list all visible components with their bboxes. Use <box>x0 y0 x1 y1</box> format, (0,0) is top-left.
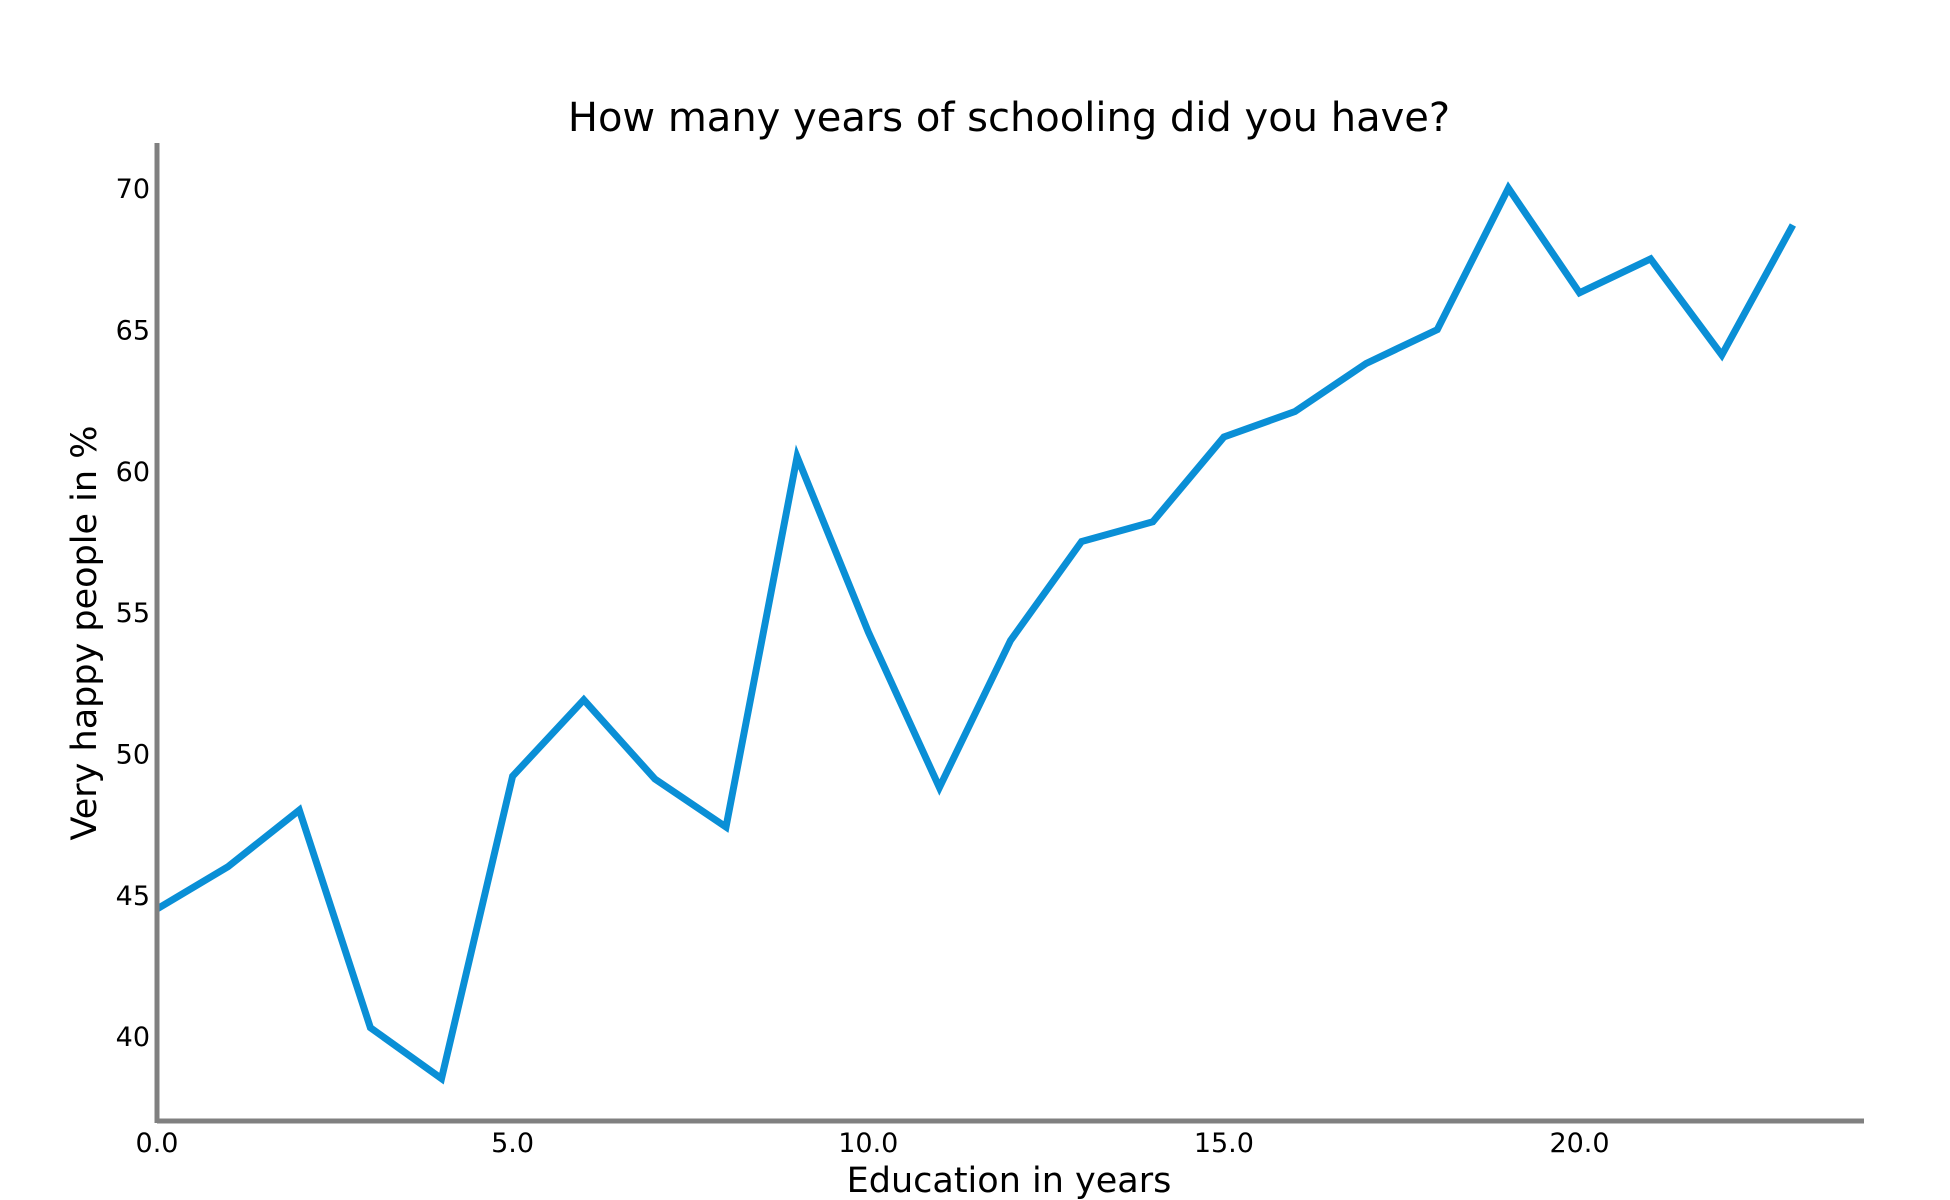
x-tick-label: 5.0 <box>491 1128 534 1159</box>
y-tick-label: 45 <box>116 881 150 912</box>
y-tick-labels: 40 45 50 55 60 65 70 <box>116 174 150 1053</box>
y-tick-label: 40 <box>116 1022 150 1053</box>
chart-title: How many years of schooling did you have… <box>568 95 1450 141</box>
x-tick-label: 10.0 <box>838 1128 898 1159</box>
y-tick-label: 60 <box>116 457 150 488</box>
series-layer <box>155 181 1796 1085</box>
y-tick-label: 50 <box>116 740 150 771</box>
y-tick-label: 65 <box>116 316 150 347</box>
x-tick-label: 20.0 <box>1549 1128 1609 1159</box>
y-tick-label: 55 <box>116 598 150 629</box>
x-tick-label: 0.0 <box>136 1128 179 1159</box>
y-tick-label: 70 <box>116 174 150 205</box>
x-tick-labels: 0.0 5.0 10.0 15.0 20.0 <box>136 1128 1610 1159</box>
y-axis-label: Very happy people in % <box>65 426 105 841</box>
x-axis-label: Education in years <box>847 1161 1172 1200</box>
series-line-0 <box>155 181 1796 1085</box>
x-tick-label: 15.0 <box>1194 1128 1254 1159</box>
